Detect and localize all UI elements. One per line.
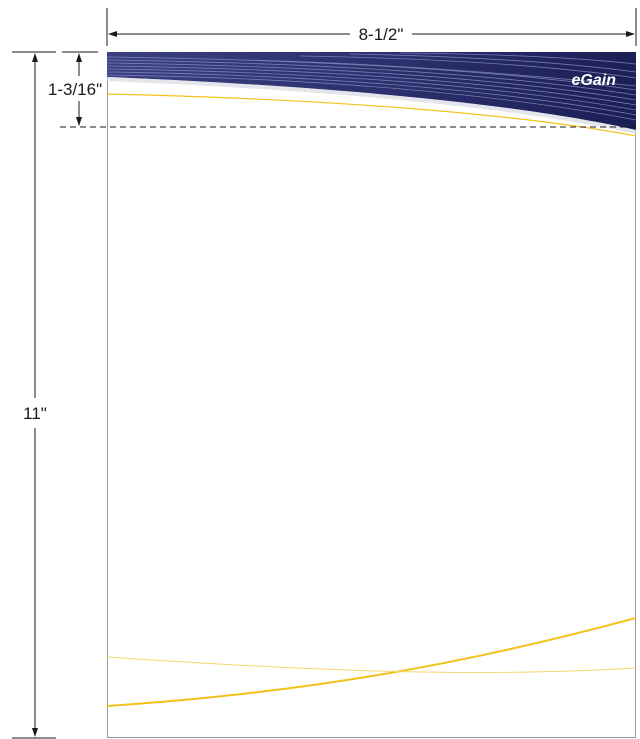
- height-arrow-bottom-icon: [32, 728, 38, 737]
- header-band-shadow: [107, 77, 636, 134]
- page-artwork: [107, 52, 636, 707]
- width-arrow-right-icon: [626, 31, 635, 37]
- width-label: 8-1/2": [359, 25, 404, 44]
- egain-logo: eGain: [572, 72, 617, 89]
- header-stripes: [107, 52, 636, 121]
- header-arrow-top-icon: [76, 53, 82, 62]
- letter-page: [107, 52, 636, 738]
- footer-accent-curve-thick: [107, 617, 636, 707]
- height-arrow-top-icon: [32, 53, 38, 62]
- height-label: 11": [23, 404, 47, 423]
- footer-accent-curve-thin: [107, 656, 636, 673]
- header-height-label: 1-3/16": [48, 80, 102, 99]
- height-dimension: 11": [12, 51, 56, 739]
- width-dimension: 8-1/2": [106, 8, 637, 46]
- width-arrow-left-icon: [108, 31, 117, 37]
- header-band: [107, 52, 636, 130]
- header-height-dimension: 1-3/16": [48, 51, 102, 126]
- header-arrow-bottom-icon: [76, 117, 82, 126]
